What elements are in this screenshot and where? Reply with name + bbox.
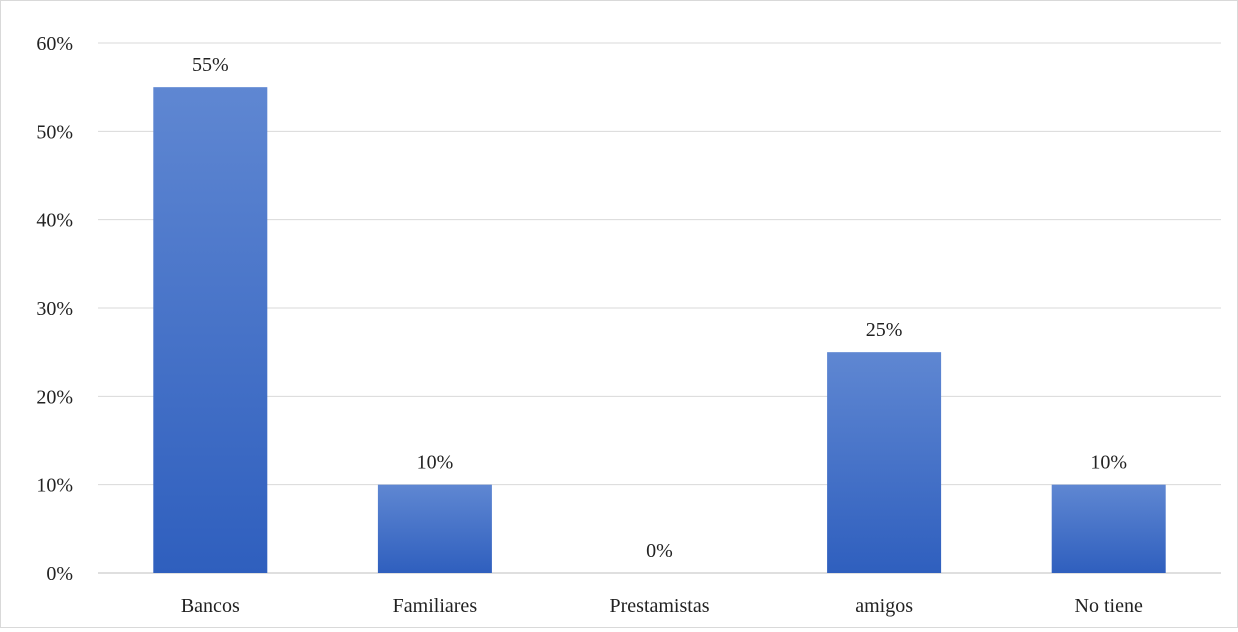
- data-label: 55%: [192, 54, 229, 76]
- y-tick-label: 40%: [36, 210, 73, 232]
- x-category-label: Bancos: [181, 595, 240, 617]
- x-axis-category-labels: Bancos Familiares Prestamistas amigos No tie…: [181, 595, 1143, 617]
- x-category-label: amigos: [855, 595, 913, 617]
- y-tick-label: 30%: [36, 298, 73, 320]
- x-category-label: No tiene: [1075, 595, 1143, 617]
- y-tick-label: 10%: [36, 475, 73, 497]
- data-label: 10%: [1090, 452, 1127, 474]
- bar-familiares: [377, 484, 492, 573]
- y-axis-tick-labels: 0% 10% 20% 30% 40% 50% 60%: [36, 33, 73, 585]
- y-tick-label: 60%: [36, 33, 73, 55]
- y-tick-label: 50%: [36, 121, 73, 143]
- bar-amigos: [827, 352, 942, 573]
- y-tick-label: 20%: [36, 386, 73, 408]
- x-category-label: Prestamistas: [610, 595, 710, 617]
- bar-bancos: [153, 87, 268, 574]
- bars: [153, 87, 1166, 574]
- gridlines: [98, 42, 1221, 574]
- data-label: 0%: [646, 540, 673, 562]
- y-tick-label: 0%: [46, 563, 73, 585]
- data-label: 25%: [866, 319, 903, 341]
- data-labels: 55% 10% 0% 25% 10%: [192, 54, 1127, 562]
- bar-no-tiene: [1051, 484, 1166, 573]
- data-label: 10%: [417, 452, 454, 474]
- x-category-label: Familiares: [393, 595, 478, 617]
